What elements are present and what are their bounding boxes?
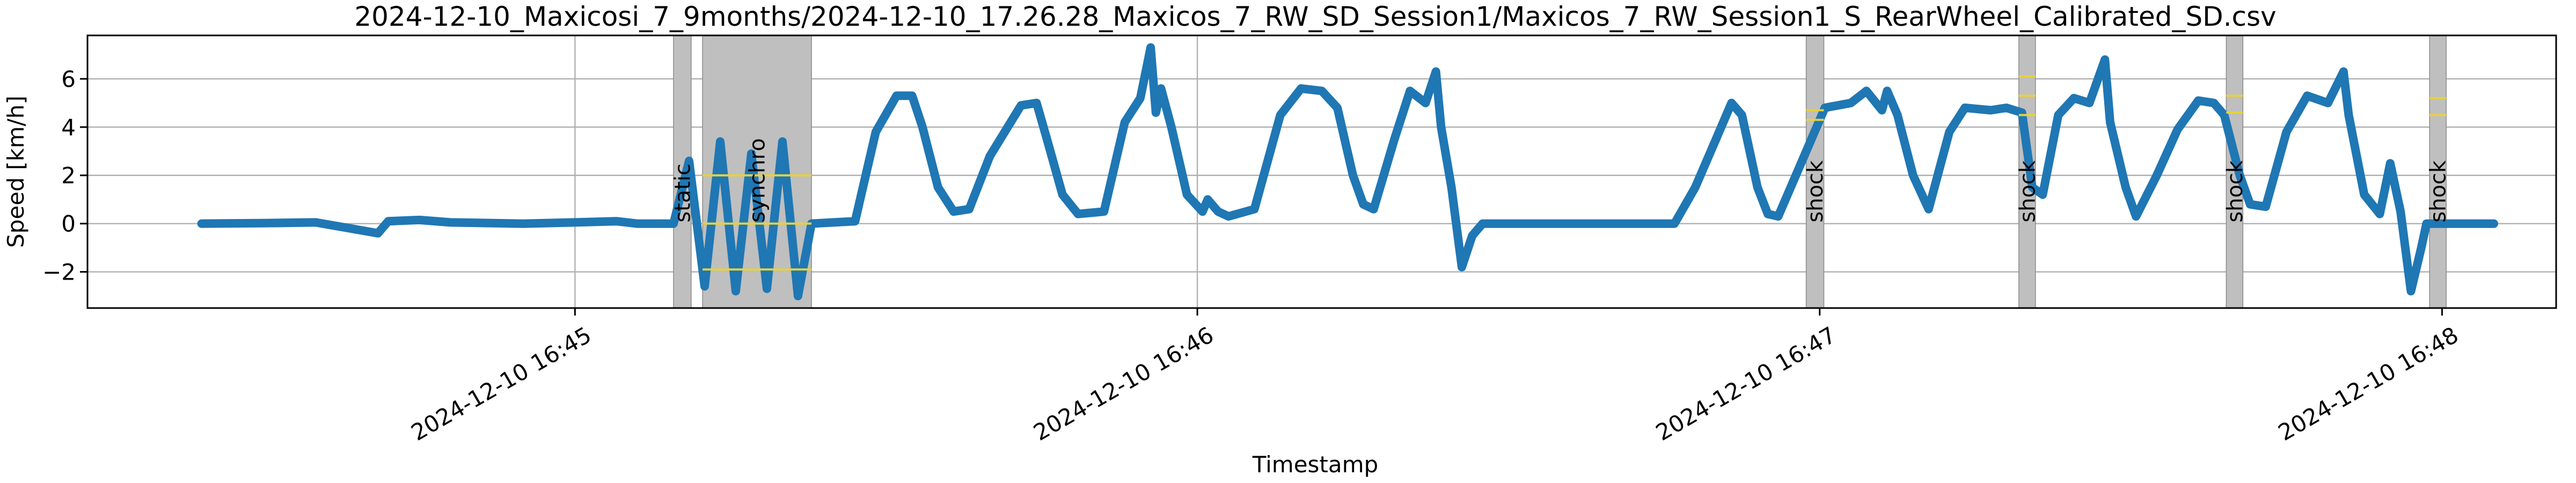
y-tick-label: −2: [42, 259, 76, 286]
x-tick-label: 2024-12-10 16:45: [407, 321, 596, 446]
speed-line: [197, 43, 2498, 301]
annotation-label: static: [670, 164, 695, 223]
y-tick-label: 2: [61, 163, 76, 189]
grid-lines: [87, 35, 2556, 308]
annotation-level-lines: [702, 75, 2447, 271]
y-tick-label: 0: [61, 211, 76, 237]
y-tick-label: 4: [61, 114, 76, 141]
x-tick-label: 2024-12-10 16:48: [2274, 321, 2463, 446]
annotation-label: synchro: [745, 138, 770, 222]
annotation-regions: [673, 35, 2447, 309]
speed-series: [197, 43, 2498, 301]
annotation-label: shock: [1803, 160, 1828, 223]
annotation-label: shock: [2223, 160, 2248, 223]
annotation-labels: static synchro shock shock shock shock: [670, 138, 2450, 222]
plot-frame: [86, 34, 2557, 309]
y-axis-ticks: −2 0 2 4 6: [42, 66, 87, 286]
annotation-label: shock: [2015, 160, 2040, 223]
chart-title: 2024-12-10_Maxicosi_7_9months/2024-12-10…: [354, 1, 2276, 32]
x-tick-label: 2024-12-10 16:46: [1029, 321, 1218, 446]
y-tick-label: 6: [61, 66, 76, 92]
x-axis-label: Timestamp: [1252, 451, 1378, 478]
x-tick-label: 2024-12-10 16:47: [1651, 321, 1840, 446]
annotation-label: shock: [2426, 160, 2451, 223]
y-axis-label: Speed [km/h]: [3, 96, 29, 248]
x-axis-ticks: 2024-12-10 16:45 2024-12-10 16:46 2024-12-…: [407, 308, 2463, 446]
